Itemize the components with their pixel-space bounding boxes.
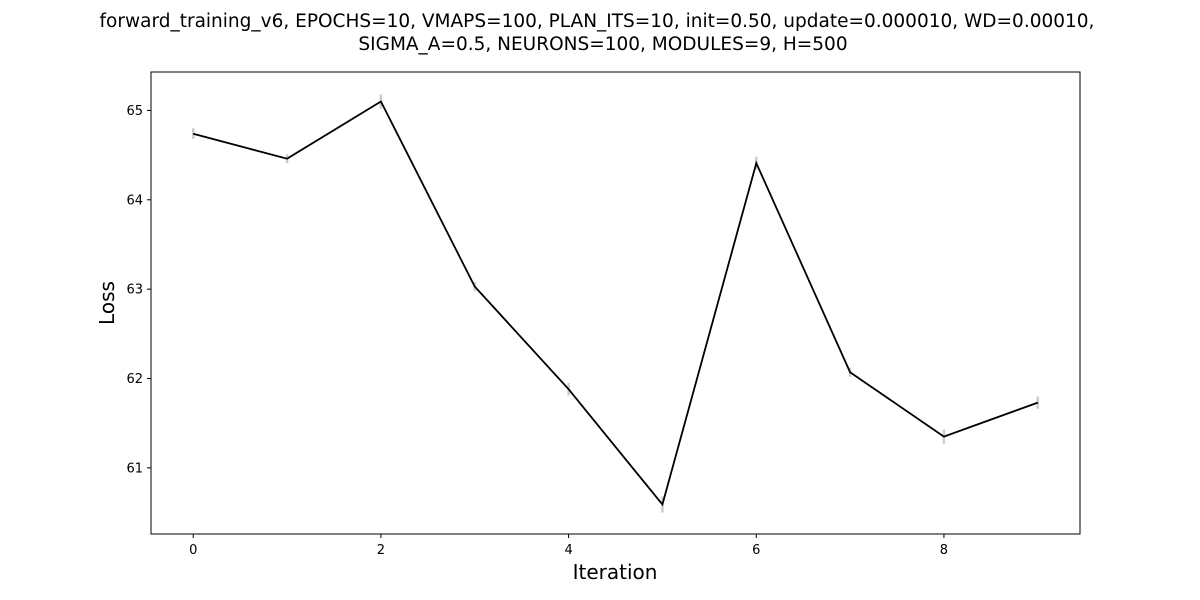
x-tick-label: 6 bbox=[752, 543, 760, 558]
y-tick-label: 61 bbox=[126, 461, 143, 476]
y-tick-label: 63 bbox=[126, 283, 143, 298]
y-tick-label: 62 bbox=[126, 372, 143, 387]
loss-line bbox=[192, 100, 1039, 507]
error-bars bbox=[191, 94, 1040, 513]
x-tick-label: 2 bbox=[377, 543, 385, 558]
x-axis-label: Iteration bbox=[573, 560, 658, 584]
y-tick-label: 64 bbox=[126, 193, 143, 208]
x-tick-label: 0 bbox=[189, 543, 197, 558]
y-axis-ticks: 61 62 63 64 65 bbox=[126, 104, 151, 476]
x-axis-ticks: 0 2 4 6 8 bbox=[189, 534, 948, 558]
x-tick-label: 8 bbox=[940, 543, 948, 558]
plot-frame bbox=[150, 71, 1081, 535]
chart-title-line-1: forward_training_v6, EPOCHS=10, VMAPS=10… bbox=[100, 11, 1095, 32]
chart-title-line-2: SIGMA_A=0.5, NEURONS=100, MODULES=9, H=5… bbox=[358, 34, 847, 55]
x-tick-label: 4 bbox=[564, 543, 572, 558]
y-axis-label: Loss bbox=[95, 281, 119, 325]
y-tick-label: 65 bbox=[126, 104, 143, 119]
